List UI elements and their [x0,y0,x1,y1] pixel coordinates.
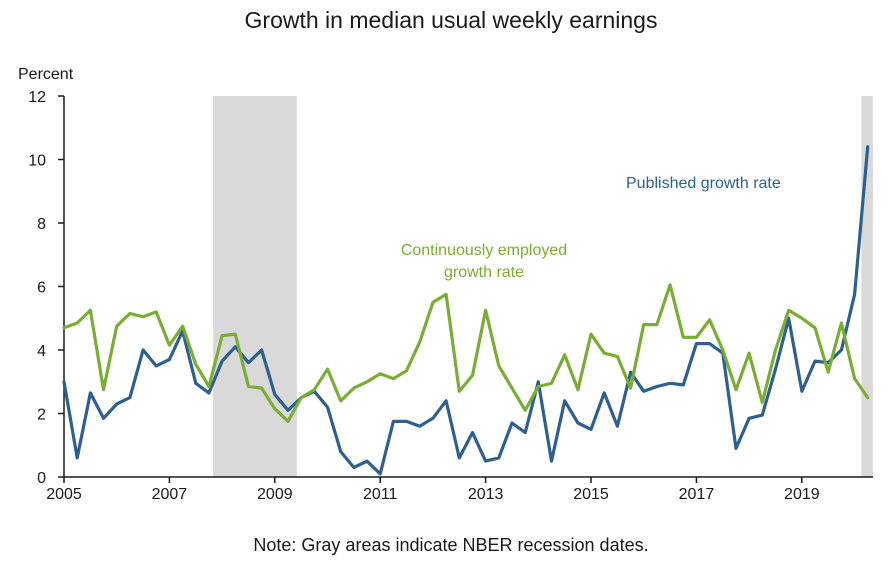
chart-note: Note: Gray areas indicate NBER recession… [253,535,648,555]
y-tick-label: 6 [37,280,46,297]
series-lines [62,145,870,476]
x-tick-label: 2017 [679,486,715,503]
y-tick-label: 0 [37,470,46,487]
continuous-growth-line [62,283,870,423]
published-growth-line [62,145,870,476]
recession-shading [213,96,873,477]
y-tick-label: 2 [37,407,46,424]
y-axis-unit-label: Percent [18,66,74,83]
chart-title: Growth in median usual weekly earnings [245,7,658,33]
x-tick-label: 2019 [784,486,820,503]
x-tick-label: 2009 [257,486,293,503]
y-tick-label: 10 [28,153,46,170]
x-tick-label: 2015 [573,486,609,503]
recession-band-2 [861,96,873,477]
x-tick-label: 2005 [46,486,82,503]
published-series-label: Published growth rate [626,175,781,192]
x-tick-label: 2007 [152,486,188,503]
y-tick-label: 12 [28,89,46,106]
continuous-series-label-line1: Continuously employed [401,242,567,259]
continuous-series-label-line2: growth rate [444,264,524,281]
x-axis-ticks: 2005 2007 2009 2011 2013 2015 2017 2019 [46,477,820,503]
x-tick-label: 2011 [363,486,398,503]
y-tick-label: 8 [37,216,46,233]
recession-band-1 [213,96,297,477]
axes [63,96,873,478]
y-tick-label: 4 [37,343,46,360]
y-axis-ticks: 0 2 4 6 8 10 12 [28,89,64,487]
x-tick-label: 2013 [468,486,504,503]
